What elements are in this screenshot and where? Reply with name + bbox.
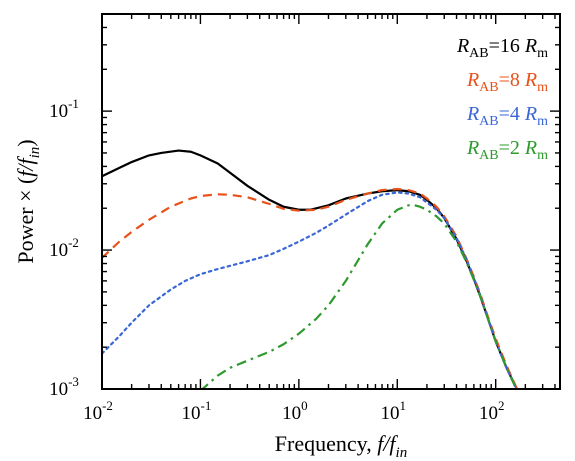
plot-frame [101, 13, 561, 390]
series-line-1 [102, 149, 519, 389]
series-line-3 [102, 191, 518, 389]
x-tick-label: 100 [282, 398, 308, 424]
legend-entry-2: RAB=8 Rm [466, 69, 548, 95]
x-tick-label: 101 [381, 398, 407, 424]
x-tick-label: 102 [479, 398, 505, 424]
legend: RAB=16 Rm RAB=8 Rm RAB=4 Rm RAB=2 Rm [456, 35, 548, 163]
legend-entry-3: RAB=4 Rm [466, 103, 548, 129]
x-axis-title: Frequency, f/fin [275, 431, 407, 461]
legend-entry-4: RAB=2 Rm [466, 137, 548, 163]
y-tick-label: 10-1 [49, 96, 79, 122]
y-tick-label: 10-3 [49, 374, 79, 400]
y-tick-label: 10-2 [49, 235, 79, 261]
y-axis-title: Power × (f/fin) [13, 139, 43, 263]
x-tick-label: 10-2 [83, 398, 113, 424]
legend-entry-1: RAB=16 Rm [456, 35, 548, 61]
series-line-4 [200, 204, 518, 389]
series-line-2 [102, 187, 519, 389]
x-tick-label: 10-1 [182, 398, 212, 424]
series-layer [102, 149, 519, 389]
